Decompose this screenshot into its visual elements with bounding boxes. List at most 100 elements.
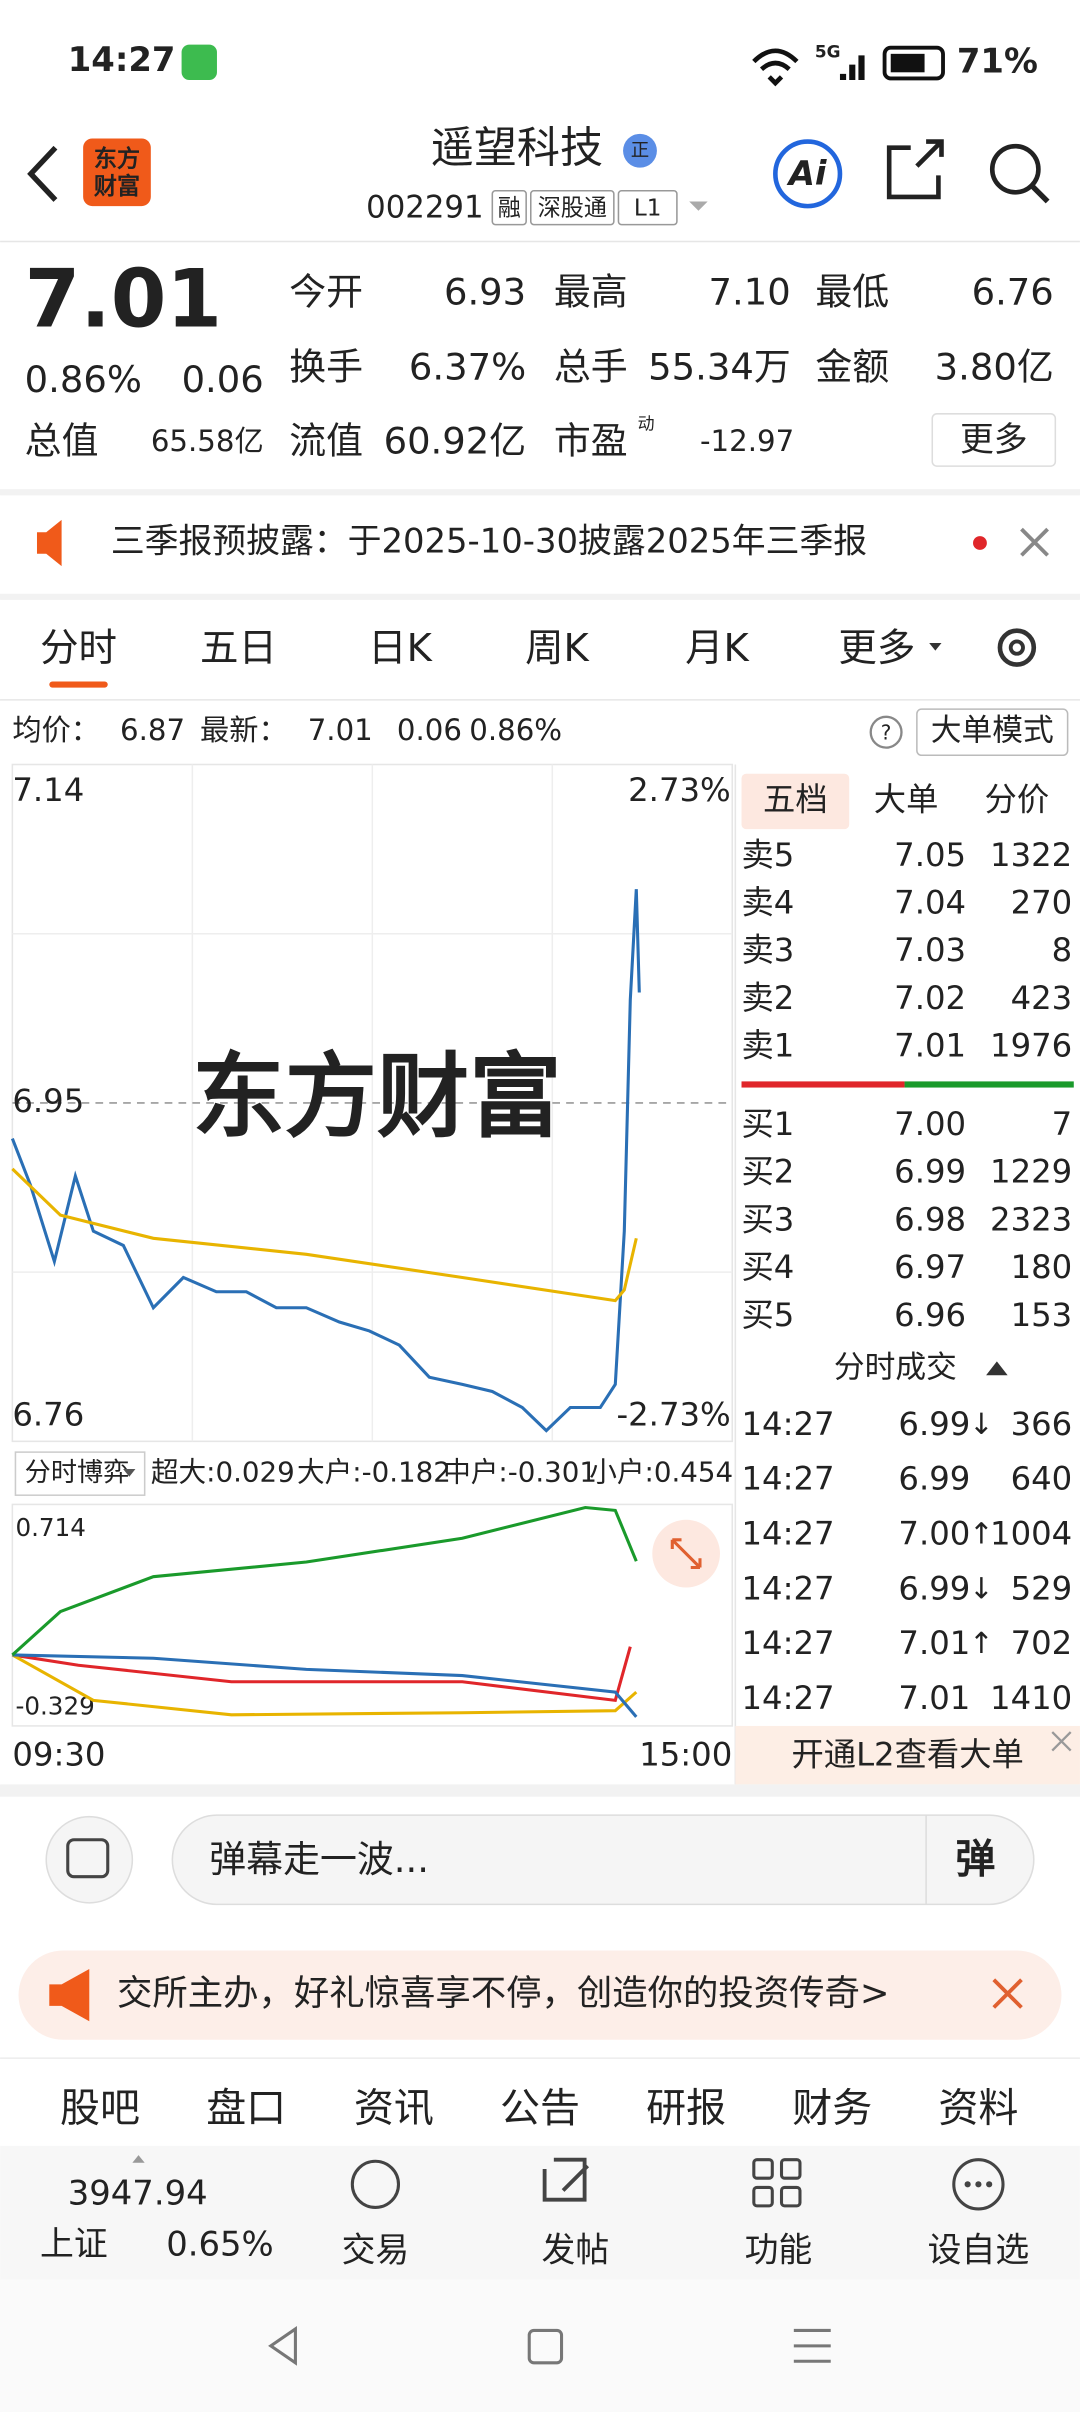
price-line (10, 889, 641, 1433)
trade-volume: 702 (1011, 1624, 1073, 1662)
tab[interactable]: 周K (525, 626, 590, 671)
watermark: 东方财富 (192, 1042, 561, 1150)
dropdown-arrow (929, 642, 942, 651)
book-label: 买1 (742, 1105, 795, 1143)
change-pct: 0.86% (25, 358, 142, 401)
tag: 融 (498, 196, 521, 222)
field-value: -12.97 (700, 424, 794, 458)
network: 5G (815, 41, 841, 61)
pct-label: 2.73% (628, 771, 731, 809)
field-label: 市盈 (554, 420, 628, 463)
flow-line (12, 1653, 638, 1718)
trade-time: 14:27 (742, 1460, 835, 1498)
bottom-tab[interactable]: 资料 (938, 2085, 1018, 2131)
mode-button[interactable]: 大单模式 (931, 713, 1054, 749)
l2-link[interactable]: 开通L2查看大单 (791, 1736, 1023, 1774)
x-label: 09:30 (12, 1736, 105, 1774)
book-volume: 153 (1011, 1296, 1073, 1334)
comment-button[interactable]: 弹 (955, 1836, 995, 1882)
field-value: 7.10 (709, 270, 791, 313)
info-avg: 6.87 (120, 713, 185, 747)
book-price: 7.05 (894, 836, 966, 874)
field-label: 流值 (289, 420, 363, 463)
trade-price: 7.01 (898, 1624, 970, 1662)
book-volume: 8 (1052, 931, 1073, 969)
tag-box (530, 189, 615, 226)
pe-tag: 动 (638, 414, 655, 434)
tab[interactable]: 日K (368, 626, 433, 671)
trade-time: 14:27 (742, 1569, 835, 1607)
bottom-tab[interactable]: 盘口 (206, 2085, 286, 2131)
more-button[interactable] (931, 413, 1057, 467)
book-label: 卖3 (742, 931, 795, 969)
flow-selector[interactable]: 分时博弈 (25, 1458, 130, 1488)
trade-arrow: ↑ (969, 1626, 993, 1660)
book-tab[interactable]: 分价 (985, 780, 1050, 818)
price-line (11, 1167, 638, 1303)
tab[interactable]: 月K (685, 626, 750, 671)
toolbar-item[interactable]: 交易 (342, 2231, 410, 2270)
toolbar-item[interactable]: 功能 (745, 2231, 813, 2270)
bottom-tab[interactable]: 财务 (792, 2085, 872, 2131)
toolbar-item[interactable]: 发帖 (542, 2231, 610, 2270)
book-price: 6.98 (894, 1200, 966, 1238)
help-icon: ? (881, 720, 892, 744)
book-label: 买5 (742, 1296, 795, 1334)
book-tab[interactable]: 大单 (874, 780, 939, 818)
bottom-tab[interactable]: 资讯 (354, 2085, 434, 2131)
info-avg_label: 均价： (12, 713, 100, 747)
dropdown-arrow (123, 1469, 136, 1477)
trade-time: 14:27 (742, 1405, 835, 1443)
book-volume: 180 (1011, 1248, 1073, 1286)
bottom-tab[interactable]: 研报 (646, 2085, 726, 2131)
book-label: 买4 (742, 1248, 795, 1286)
field-label: 总值 (25, 420, 99, 463)
price: 7.01 (25, 253, 222, 346)
field-value: 6.93 (444, 270, 526, 313)
book-label: 卖2 (742, 979, 795, 1017)
change: 0.06 (182, 358, 264, 401)
field-value: 55.34万 (648, 346, 791, 389)
book-price: 7.01 (894, 1027, 966, 1065)
logo-text: 财富 (94, 173, 140, 200)
trade-arrow: ↓ (969, 1571, 993, 1605)
tab[interactable]: 分时 (40, 626, 117, 671)
tab[interactable]: 五日 (200, 626, 277, 671)
info-change: 0.06 (397, 713, 462, 747)
trade-price: 6.99 (898, 1569, 970, 1607)
toolbar-item[interactable]: 设自选 (928, 2231, 1029, 2270)
field-value: 6.76 (972, 270, 1054, 313)
book-volume: 1229 (990, 1153, 1072, 1191)
trade-price: 6.99 (898, 1460, 970, 1498)
battery: 71% (957, 42, 1038, 81)
book-price: 7.00 (894, 1105, 966, 1143)
flow-legend: 超大:0.029 (151, 1456, 295, 1489)
book-label: 卖1 (742, 1027, 795, 1065)
trade-price: 6.99 (898, 1405, 970, 1443)
flow-legend: 小户:0.454 (589, 1456, 733, 1489)
flow-line (11, 1505, 638, 1657)
info-change_pct: 0.86% (469, 713, 562, 747)
book-volume: 1976 (990, 1027, 1072, 1065)
comment-input[interactable]: 弹幕走一波... (209, 1838, 429, 1881)
bottom-tab[interactable]: 股吧 (60, 2085, 140, 2131)
logo-text: 东方 (94, 145, 140, 172)
book-label: 卖5 (742, 836, 795, 874)
trade-arrow: ↑ (969, 1516, 993, 1550)
ai-button[interactable]: Ai (786, 154, 827, 193)
flow-legend: 大户:-0.182 (297, 1456, 451, 1489)
book-price: 6.99 (894, 1153, 966, 1191)
tab[interactable]: 更多 (838, 626, 915, 671)
book-price: 6.97 (894, 1248, 966, 1286)
y-label: 7.14 (12, 771, 84, 809)
field-value: 3.80亿 (935, 346, 1054, 389)
flow-line (11, 1653, 638, 1717)
trade-time: 14:27 (742, 1624, 835, 1662)
trade-time: 14:27 (742, 1679, 835, 1717)
stock-title: 遥望科技 (431, 123, 603, 173)
bottom-tab[interactable]: 公告 (500, 2085, 580, 2131)
book-label: 买2 (742, 1153, 795, 1191)
book-tab[interactable]: 五档 (763, 780, 828, 818)
book-volume: 1322 (990, 836, 1072, 874)
stock-code: 002291 (366, 190, 483, 226)
